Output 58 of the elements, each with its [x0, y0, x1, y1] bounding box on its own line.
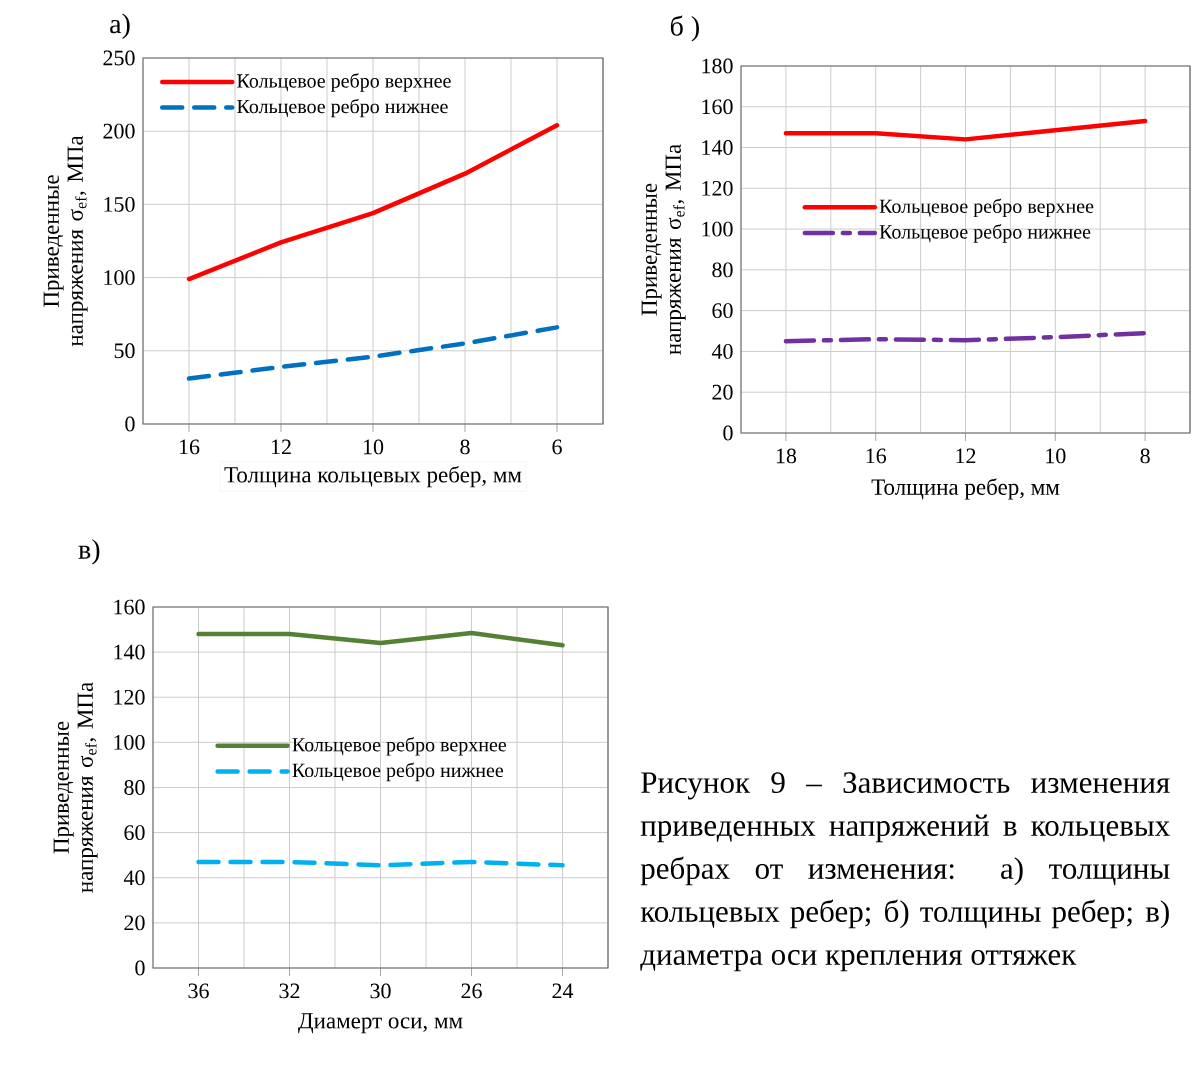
line-series: [783, 118, 1148, 142]
x-tick-label: 26: [461, 983, 482, 999]
x-tick-label: 16: [179, 439, 200, 455]
x-tick-label: 18: [776, 448, 797, 464]
legend-label: Кольцевое ребро верхнее: [292, 737, 507, 756]
y-tick-label: 250: [103, 50, 135, 66]
y-tick-label: 120: [114, 689, 145, 705]
y-tick-label: 200: [103, 123, 135, 139]
y-tick-label: 140: [114, 644, 145, 660]
y-tick-label: 100: [114, 734, 145, 750]
y-tick-label: 20: [124, 915, 145, 931]
y-tick-label: 60: [712, 303, 733, 319]
y-tick-label: 20: [712, 384, 733, 400]
y-tick-label: 50: [114, 343, 135, 359]
legend-label: Кольцевое ребро нижнее: [292, 762, 504, 782]
legend-label: Кольцевое ребро нижнее: [879, 224, 1091, 243]
x-axis-title: Диамерт оси, мм: [298, 1013, 463, 1034]
x-tick-label: 6: [552, 439, 562, 455]
y-tick-label: 40: [711, 344, 733, 359]
y-tick-label: 40: [123, 870, 145, 886]
x-tick-label: 12: [956, 448, 976, 464]
x-axis-title: Толщина ребер, мм: [871, 478, 1060, 500]
y-tick-label: 60: [124, 825, 145, 841]
y-tick-label: 160: [702, 99, 733, 115]
x-tick-label: 12: [271, 439, 291, 455]
x-tick-label: 8: [460, 439, 470, 455]
line-series: [186, 123, 560, 282]
x-axis-title: Толщина кольцевых ребер, мм: [224, 465, 522, 488]
x-tick-label: 24: [552, 983, 574, 999]
text: Рисунок 9 – Зависимость изменения приведенных напряжений в кольцевых ребрах от изменения: а) толщины кольцевых ребер; б) толщины ребер; в) диаметра оси крепления оттяжек: [640, 772, 1170, 972]
x-tick-label: 10: [1046, 448, 1066, 464]
y-tick-label: 80: [124, 780, 145, 795]
x-tick-label: 36: [188, 983, 209, 999]
chart-title: в): [78, 539, 100, 565]
y-tick-label: 160: [114, 599, 145, 615]
y-tick-label: 100: [702, 221, 733, 237]
legend-label: Кольцевое ребро нижнее: [237, 98, 448, 118]
y-tick-label: 180: [702, 58, 733, 74]
chart-title: а): [110, 13, 130, 39]
y-tick-label: 0: [135, 960, 145, 976]
legend-label: Кольцевое ребро верхнее: [237, 73, 451, 92]
chart-title: б ): [670, 15, 699, 42]
legend-label: Кольцевое ребро верхнее: [879, 198, 1094, 218]
y-tick-label: 120: [702, 180, 733, 196]
y-tick-label: 100: [104, 270, 135, 286]
line-series: [196, 630, 565, 648]
y-tick-label: 140: [702, 140, 733, 155]
x-tick-label: 16: [866, 448, 887, 464]
y-tick-label: 0: [723, 425, 733, 441]
y-tick-label: 150: [104, 196, 135, 212]
line-series: [186, 325, 560, 381]
x-tick-label: 30: [370, 983, 391, 999]
y-tick-label: 80: [712, 262, 733, 278]
y-tick-label: 0: [125, 416, 135, 432]
line-series: [783, 330, 1148, 344]
x-tick-label: 32: [279, 983, 300, 999]
x-tick-label: 8: [1140, 448, 1150, 464]
x-tick-label: 10: [363, 439, 384, 455]
